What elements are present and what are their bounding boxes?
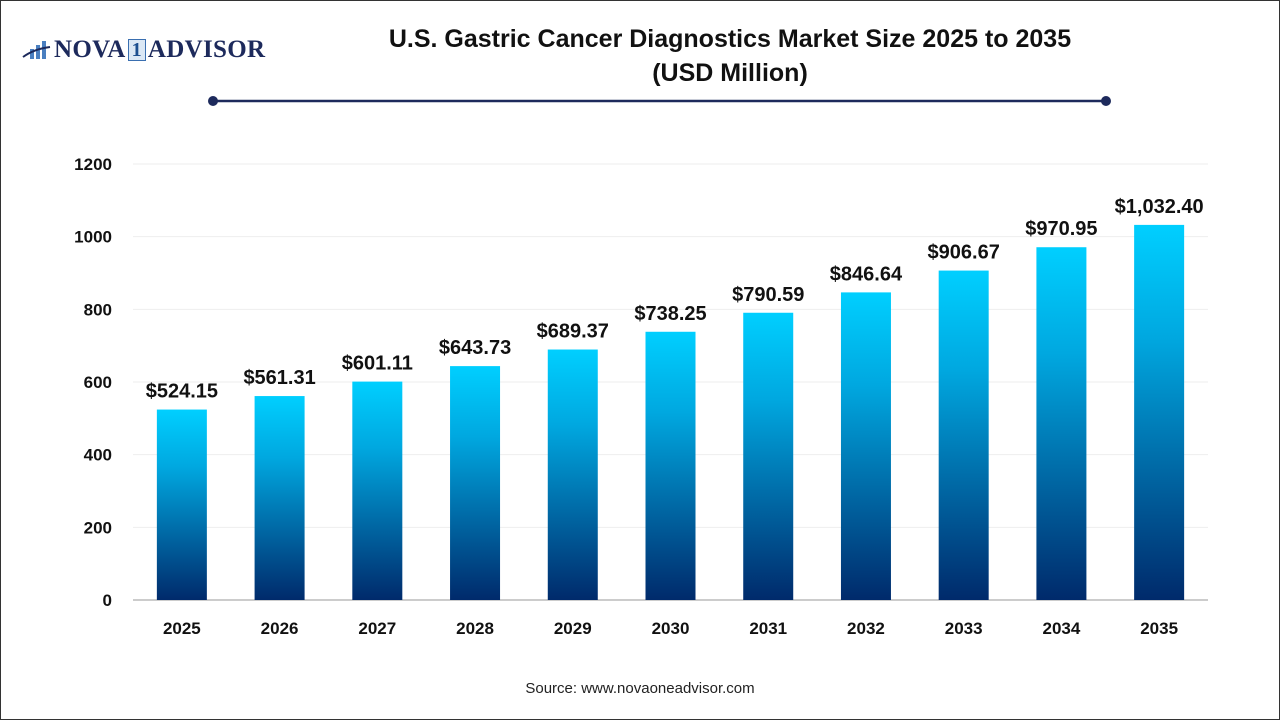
y-tick-label: 200 <box>84 518 112 537</box>
title-line-2: (USD Million) <box>652 59 808 87</box>
bar-2026 <box>254 396 305 600</box>
x-tick-label: 2033 <box>945 619 983 638</box>
x-tick-label: 2027 <box>358 619 396 638</box>
y-tick-label: 0 <box>103 591 112 610</box>
x-tick-label: 2031 <box>749 619 787 638</box>
data-label: $689.37 <box>537 321 609 343</box>
title-rule <box>208 96 1111 106</box>
data-label: $790.59 <box>732 284 804 306</box>
x-tick-label: 2035 <box>1140 619 1178 638</box>
data-label: $601.11 <box>342 353 413 375</box>
x-tick-label: 2032 <box>847 619 885 638</box>
y-tick-label: 1000 <box>74 228 112 247</box>
bar-2032 <box>840 292 891 600</box>
bar-2025 <box>156 409 207 600</box>
bar-2034 <box>1036 247 1087 600</box>
x-tick-label: 2025 <box>163 619 201 638</box>
data-label: $643.73 <box>439 337 511 359</box>
chart-title: U.S. Gastric Cancer Diagnostics Market S… <box>290 22 1170 90</box>
bar-2035 <box>1134 224 1185 601</box>
y-tick-label: 600 <box>84 373 112 392</box>
x-tick-label: 2028 <box>456 619 494 638</box>
bar-chart-logo-icon <box>22 41 51 59</box>
data-label: $906.67 <box>928 242 1000 264</box>
x-tick-label: 2029 <box>554 619 592 638</box>
logo-text-one: 1 <box>127 39 146 61</box>
logo-text-nova: NOVA <box>54 36 126 63</box>
data-label: $1,032.40 <box>1115 196 1204 218</box>
bar-2031 <box>743 312 794 600</box>
source-note: Source: www.novaoneadvisor.com <box>525 680 755 697</box>
x-tick-label: 2026 <box>261 619 299 638</box>
bar-2029 <box>547 349 598 600</box>
bar-2033 <box>938 270 989 600</box>
x-tick-label: 2030 <box>652 619 690 638</box>
bar-2027 <box>352 381 403 600</box>
title-line-1: U.S. Gastric Cancer Diagnostics Market S… <box>388 25 1072 53</box>
data-label: $561.31 <box>243 367 315 389</box>
logo-text-advisor: ADVISOR <box>147 36 266 63</box>
y-tick-label: 400 <box>84 446 112 465</box>
y-tick-label: 800 <box>84 300 112 319</box>
data-label: $846.64 <box>830 263 903 285</box>
data-label: $970.95 <box>1025 218 1097 240</box>
logo: NOVA 1 ADVISOR <box>22 36 265 64</box>
y-tick-label: 1200 <box>74 155 112 174</box>
bar-2028 <box>450 366 501 600</box>
x-tick-label: 2034 <box>1042 619 1080 638</box>
bar-2030 <box>645 331 696 600</box>
data-label: $738.25 <box>634 303 706 325</box>
data-label: $524.15 <box>146 381 218 403</box>
